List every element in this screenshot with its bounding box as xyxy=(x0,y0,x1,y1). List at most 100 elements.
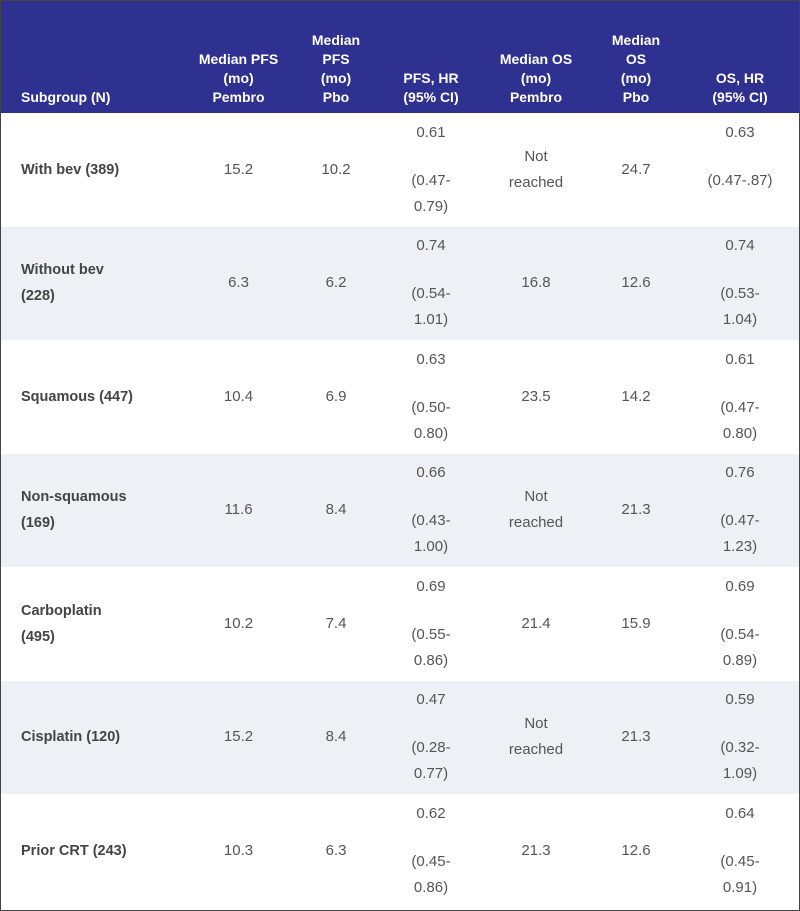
pfs-pbo-cell: 6.2 xyxy=(291,226,381,340)
pfs-pembro-cell: 15.2 xyxy=(186,680,291,794)
text-line: Pembro xyxy=(509,89,563,105)
text-line: PFS xyxy=(322,51,350,67)
text-line: Median PFS xyxy=(198,51,279,67)
text-line: 0.79) xyxy=(413,197,449,215)
text-line: 0.91) xyxy=(722,878,758,896)
confidence-interval: (0.43- 1.00) xyxy=(411,508,450,560)
text-line: Median xyxy=(611,32,661,48)
os-hr-cell: 0.76 (0.47- 1.23) xyxy=(681,453,799,567)
pfs-hr-stack: 0.61 (0.47- 0.79) xyxy=(385,120,477,220)
os-hr-stack: 0.63 (0.47-.87) xyxy=(685,120,795,220)
os-pbo-cell: 15.9 xyxy=(621,614,651,632)
text-line: (0.45- xyxy=(720,852,760,870)
pfs-hr-cell: 0.61 (0.47- 0.79) xyxy=(381,113,481,227)
os-hr-stack: 0.59 (0.32- 1.09) xyxy=(685,687,795,787)
text-line: reached xyxy=(508,514,564,532)
table-row: Squamous (447) 10.4 6.9 0.63 (0.50- 0.80) 23.5… xyxy=(1,340,799,454)
os-hr-stack: 0.74 (0.53- 1.04) xyxy=(685,233,795,333)
text-line: 10.4 xyxy=(223,387,254,405)
hazard-ratio: 0.61 xyxy=(725,350,755,368)
table-row: With bev (389) 15.2 10.2 0.61 (0.47- 0.79) Not… xyxy=(1,113,799,227)
pfs-hr-stack: 0.66 (0.43- 1.00) xyxy=(385,460,477,560)
text-line: 16.8 xyxy=(521,274,551,292)
subgroup-cell: Squamous (447) xyxy=(1,340,186,454)
text-line: (mo) xyxy=(320,70,352,86)
pfs-pembro-cell: 10.2 xyxy=(186,567,291,681)
column-header-median-pfs-pbo: Median PFS (mo) Pbo xyxy=(291,1,381,113)
text-line: 0.77) xyxy=(413,765,449,783)
text-line: Carboplatin xyxy=(21,602,102,619)
pfs-pbo-cell: 10.2 xyxy=(321,160,351,178)
confidence-interval: (0.54- 0.89) xyxy=(720,622,759,674)
text-line: (0.28- xyxy=(411,739,451,757)
os-pembro-cell: Not reached xyxy=(481,113,591,227)
os-pembro-cell: 23.5 xyxy=(481,340,591,454)
text-line: (mo) xyxy=(620,70,652,86)
text-line: 10.3 xyxy=(223,841,254,859)
confidence-interval: (0.28- 0.77) xyxy=(411,735,450,787)
hazard-ratio: 0.66 xyxy=(416,464,446,482)
text-line: Pbo xyxy=(622,89,650,105)
os-pembro-cell: Not reached xyxy=(481,680,591,794)
os-pembro-cell: 16.8 xyxy=(481,226,591,340)
hazard-ratio: 0.61 xyxy=(416,123,446,141)
pfs-hr-stack: 0.62 (0.45- 0.86) xyxy=(385,801,477,901)
os-hr-cell: 0.69 (0.54- 0.89) xyxy=(681,567,799,681)
hazard-ratio: 0.63 xyxy=(725,123,755,141)
text-line: (0.45- xyxy=(411,852,451,870)
confidence-interval: (0.50- 0.80) xyxy=(411,395,450,447)
table-row: Cisplatin (120) 15.2 8.4 0.47 (0.28- 0.77) Not… xyxy=(1,680,799,794)
text-line: 10.2 xyxy=(223,614,254,632)
hazard-ratio: 0.59 xyxy=(725,691,755,709)
text-line: Not xyxy=(524,488,548,506)
confidence-interval: (0.54- 1.01) xyxy=(411,281,450,333)
confidence-interval: (0.53- 1.04) xyxy=(720,281,759,333)
pfs-pembro-cell: 10.4 xyxy=(186,340,291,454)
hazard-ratio: 0.64 xyxy=(725,804,755,822)
text-line: (0.53- xyxy=(720,285,760,303)
os-hr-cell: 0.63 (0.47-.87) xyxy=(681,113,799,227)
os-pbo-cell: 12.6 xyxy=(621,841,651,859)
subgroup-cell: With bev (389) xyxy=(1,113,186,227)
text-line: OS, HR xyxy=(715,70,765,86)
pfs-hr-stack: 0.74 (0.54- 1.01) xyxy=(385,233,477,333)
os-pbo-cell: 14.2 xyxy=(621,387,651,405)
text-line: 0.89) xyxy=(722,651,758,669)
pfs-hr-cell: 0.62 (0.45- 0.86) xyxy=(381,794,481,908)
pfs-pbo-cell: 6.9 xyxy=(325,387,347,405)
text-line: (0.47- xyxy=(720,512,760,530)
pfs-hr-stack: 0.69 (0.55- 0.86) xyxy=(385,574,477,674)
os-hr-cell: 0.64 (0.45- 0.91) xyxy=(681,794,799,908)
os-pbo-cell: 12.6 xyxy=(591,226,681,340)
text-line: reached xyxy=(508,741,564,759)
pfs-hr-cell: 0.47 (0.28- 0.77) xyxy=(381,680,481,794)
text-line: (mo) xyxy=(520,70,552,86)
header-row: Subgroup (N) Median PFS (mo) Pembro Median PF… xyxy=(1,1,799,113)
text-line: 23.5 xyxy=(521,387,551,405)
text-line: Median xyxy=(311,32,361,48)
os-pembro-cell: 21.4 xyxy=(481,567,591,681)
pfs-hr-cell: 0.63 (0.50- 0.80) xyxy=(381,340,481,454)
os-hr-cell: 0.59 (0.32- 1.09) xyxy=(681,680,799,794)
column-header-subgroup: Subgroup (N) xyxy=(1,1,186,113)
text-line: 15.2 xyxy=(223,728,254,746)
os-hr-stack: 0.61 (0.47- 0.80) xyxy=(685,347,795,447)
text-line: 1.23) xyxy=(722,538,758,556)
pfs-hr-stack: 0.47 (0.28- 0.77) xyxy=(385,687,477,787)
confidence-interval: (0.45- 0.91) xyxy=(720,849,759,901)
hazard-ratio: 0.74 xyxy=(725,237,755,255)
os-pbo-cell: 21.3 xyxy=(591,680,681,794)
pfs-pbo-cell: 6.3 xyxy=(325,841,347,859)
text-line: (mo) xyxy=(223,70,254,86)
confidence-interval: (0.45- 0.86) xyxy=(411,849,450,901)
text-line: OS xyxy=(625,51,647,67)
os-hr-cell: 0.61 (0.47- 0.80) xyxy=(681,340,799,454)
hazard-ratio: 0.62 xyxy=(416,804,446,822)
text-line: (95% CI) xyxy=(403,89,459,105)
text-line: (0.55- xyxy=(411,625,451,643)
pfs-pembro-cell: 15.2 xyxy=(186,113,291,227)
os-pbo-cell: 24.7 xyxy=(621,160,651,178)
pfs-pembro-cell: 11.6 xyxy=(186,453,291,567)
subgroup-cell: Cisplatin (120) xyxy=(1,680,186,794)
column-header-median-os-pembro: Median OS (mo) Pembro xyxy=(481,1,591,113)
